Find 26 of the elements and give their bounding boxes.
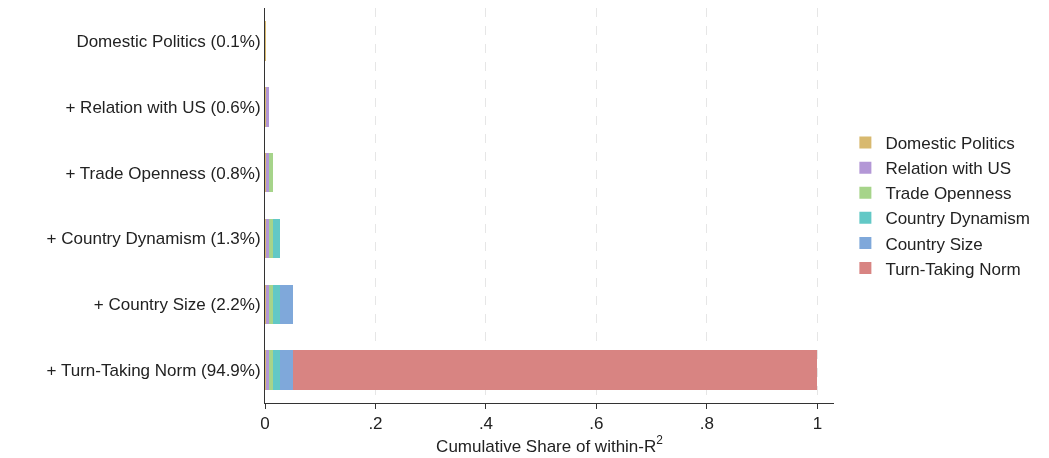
legend-label: Turn-Taking Norm bbox=[885, 259, 1021, 279]
y-tick-label: + Country Size (2.2%) bbox=[93, 295, 261, 315]
legend-label: Domestic Politics bbox=[885, 134, 1015, 154]
x-tick-label: .2 bbox=[368, 414, 383, 434]
y-tick-label: + Trade Openness (0.8%) bbox=[65, 163, 261, 183]
y-tick-label: + Relation with US (0.6%) bbox=[65, 97, 261, 117]
bar bbox=[273, 284, 281, 324]
x-tick-label: .4 bbox=[478, 414, 494, 434]
x-tick-label: .6 bbox=[589, 414, 604, 434]
bar bbox=[273, 350, 281, 390]
bar bbox=[292, 350, 817, 390]
legend-label: Relation with US bbox=[885, 159, 1012, 179]
y-tick-label: + Country Dynamism (1.3%) bbox=[46, 229, 261, 249]
legend-label: Country Dynamism bbox=[885, 209, 1030, 229]
x-axis-title: Cumulative Share of within-R$^{2}$ bbox=[436, 433, 664, 456]
x-tick-label: .8 bbox=[699, 414, 715, 434]
bar bbox=[273, 218, 281, 259]
bar bbox=[280, 350, 293, 390]
x-tick-label: 1 bbox=[812, 414, 823, 434]
x-tick-label: 0 bbox=[260, 414, 270, 434]
y-tick-label: Domestic Politics (0.1%) bbox=[76, 31, 261, 51]
y-tick-label: + Turn-Taking Norm (94.9%) bbox=[46, 361, 261, 381]
legend-label: Country Size bbox=[885, 234, 983, 254]
bar bbox=[280, 284, 293, 324]
bar bbox=[268, 350, 274, 390]
legend-label: Trade Openness bbox=[885, 184, 1012, 204]
